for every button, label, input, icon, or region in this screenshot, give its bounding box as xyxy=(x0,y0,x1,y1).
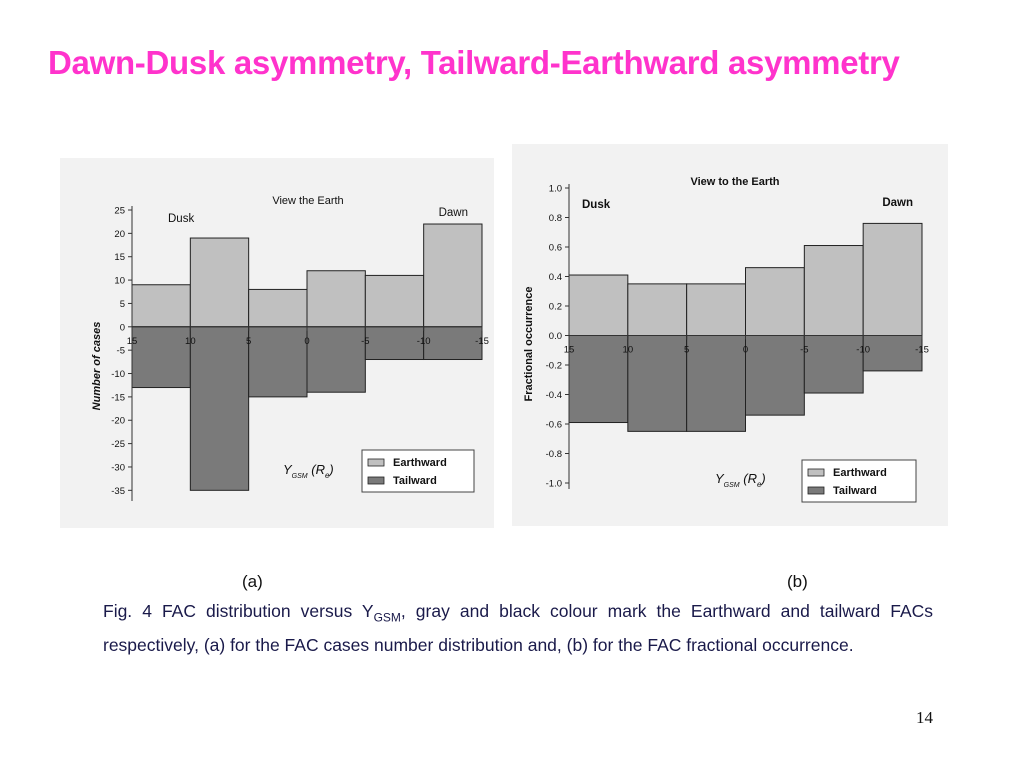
chart-a-bar-tailward xyxy=(131,326,191,389)
chart-b-bar-tailward xyxy=(627,335,688,432)
panel-a-label: (a) xyxy=(242,572,263,591)
chart-a-legend-label: Tailward xyxy=(393,475,437,487)
chart-a-legend-swatch xyxy=(367,458,385,467)
chart-a-y-tick-label: 15 xyxy=(114,252,125,263)
chart-b-bar-tailward xyxy=(568,335,629,424)
chart-a-bar-earthward xyxy=(131,284,191,328)
chart-b-y-tick-label: -1.0 xyxy=(546,479,562,490)
chart-b-y-tick-label: 0.6 xyxy=(549,243,562,254)
chart-b-bar-tailward xyxy=(686,335,747,432)
chart-b-title: View to the Earth xyxy=(690,176,779,188)
chart-b-legend-label: Earthward xyxy=(833,467,887,479)
chart-b-bar-tailward xyxy=(745,335,805,416)
chart-b-x-tick-label: 0 xyxy=(743,345,748,356)
chart-b-x-tick-label: 5 xyxy=(684,345,689,356)
chart-b-y-tick-label: 0.8 xyxy=(549,213,562,224)
chart-b-svg: 1.0 0.8 0.6 0.4 0.2 0.0 -0.2 -0.4 -0.6 -0.8 -1.0 15… xyxy=(523,176,929,503)
chart-b-x-tick-label: -15 xyxy=(915,345,929,356)
chart-a-bar-tailward xyxy=(306,326,366,393)
chart-b-y-tick-label: -0.2 xyxy=(546,361,562,372)
chart-b-y-tick-label: -0.4 xyxy=(546,390,562,401)
chart-b-x-axis-label: YGSM (Re) xyxy=(715,471,766,489)
chart-b-bar-earthward xyxy=(568,274,629,336)
chart-b-bar-earthward xyxy=(803,245,864,336)
chart-a-x-tick-label: 15 xyxy=(127,336,138,347)
chart-b-legend-swatch xyxy=(807,468,825,477)
chart-a-y-tick-label: 5 xyxy=(120,299,125,310)
chart-b-x-tick-label: -10 xyxy=(856,345,870,356)
chart-b-bar-tailward xyxy=(803,335,864,394)
chart-a-y-tick-label: -10 xyxy=(111,369,125,380)
chart-a-y-tick-label: -5 xyxy=(117,346,125,357)
chart-b-x-tick-label: 10 xyxy=(623,345,634,356)
chart-b-bar-tailward xyxy=(862,335,923,372)
chart-b-legend-box xyxy=(801,459,917,503)
chart-b-y-tick-label: 0.2 xyxy=(549,302,562,313)
chart-a-y-tick-label: -25 xyxy=(111,439,125,450)
chart-b-y-tick-label: 0.4 xyxy=(549,272,562,283)
chart-a-y-tick-label: 25 xyxy=(114,206,125,217)
chart-a-y-tick-label: -35 xyxy=(111,486,125,497)
chart-a-x-tick-label: -15 xyxy=(475,336,489,347)
chart-a-bar-earthward xyxy=(423,223,483,328)
chart-a-y-tick-label: 0 xyxy=(120,322,125,333)
chart-a-corner-dawn: Dawn xyxy=(439,207,468,219)
chart-b-bar-earthward xyxy=(686,283,747,336)
chart-a-y-tick-label: -30 xyxy=(111,462,125,473)
chart-b-y-tick-label: 1.0 xyxy=(549,184,562,195)
chart-a-legend: Earthward Tailward xyxy=(361,449,475,493)
chart-a-bar-earthward xyxy=(364,274,425,328)
chart-b-y-tick-label: -0.6 xyxy=(546,420,562,431)
chart-a-y-tick-label: 20 xyxy=(114,229,125,240)
chart-a-y-axis-label: Number of cases xyxy=(91,322,103,411)
chart-panel-b: 1.0 0.8 0.6 0.4 0.2 0.0 -0.2 -0.4 -0.6 -0.8 -1.0 15… xyxy=(512,144,948,526)
chart-a-y-tick-label: 10 xyxy=(114,276,125,287)
chart-b-y-tick-label: -0.8 xyxy=(546,449,562,460)
chart-a-y-tick-label: -15 xyxy=(111,392,125,403)
caption-subscript: GSM xyxy=(373,610,401,625)
chart-b-bar-earthward xyxy=(745,267,805,336)
chart-a-x-tick-label: -10 xyxy=(417,336,431,347)
chart-a-y-tick-label: -20 xyxy=(111,416,125,427)
chart-b-bar-earthward xyxy=(627,283,688,336)
chart-b-x-tick-label: 15 xyxy=(564,345,575,356)
figure-caption: Fig. 4 FAC distribution versus YGSM, gra… xyxy=(103,598,933,659)
chart-a-bar-tailward xyxy=(364,326,425,361)
chart-a-bar-earthward xyxy=(248,288,308,328)
chart-b-y-tick-label: 0.0 xyxy=(549,331,562,342)
chart-b-bar-earthward xyxy=(862,222,923,336)
page-number: 14 xyxy=(916,708,933,727)
caption-suffix: , gray and black colour mark the Earthwa… xyxy=(103,601,934,655)
chart-panel-a: 25 20 15 10 5 0 -5 -10 -15 -20 -25 -30 -35 15 10 5 0 -5 -1… xyxy=(60,158,494,528)
chart-a-x-axis-label: YGSM (Re) xyxy=(283,462,334,480)
chart-a-legend-box xyxy=(361,449,475,493)
chart-a-corner-dusk: Dusk xyxy=(168,213,194,225)
chart-a-x-tick-label: -5 xyxy=(361,336,369,347)
chart-a-bar-tailward xyxy=(189,326,250,491)
chart-b-corner-dusk: Dusk xyxy=(582,199,611,211)
chart-a-bar-tailward xyxy=(423,326,483,361)
chart-a-bar-earthward xyxy=(306,270,366,328)
chart-b-corner-dawn: Dawn xyxy=(882,197,913,209)
chart-a-x-tick-label: 0 xyxy=(304,336,309,347)
chart-a-bar-earthward xyxy=(189,237,250,328)
slide-title: Dawn-Dusk asymmetry, Tailward-Earthward … xyxy=(48,44,900,81)
chart-b-legend-label: Tailward xyxy=(833,485,877,497)
chart-a-x-tick-label: 10 xyxy=(185,336,196,347)
chart-b-y-axis-label: Fractional occurrence xyxy=(523,287,535,402)
chart-a-title: View the Earth xyxy=(272,195,343,207)
panel-b-label: (b) xyxy=(787,572,808,591)
chart-a-legend-label: Earthward xyxy=(393,457,447,469)
chart-a-legend-swatch xyxy=(367,476,385,485)
chart-a-bar-tailward xyxy=(248,326,308,398)
chart-a-svg: 25 20 15 10 5 0 -5 -10 -15 -20 -25 -30 -35 15 10 5 0 -5 -1… xyxy=(91,195,489,501)
caption-prefix: Fig. 4 FAC distribution versus Y xyxy=(103,601,374,621)
chart-b-legend: Earthward Tailward xyxy=(801,459,917,503)
chart-b-x-tick-label: -5 xyxy=(800,345,808,356)
chart-b-legend-swatch xyxy=(807,486,825,495)
chart-a-x-tick-label: 5 xyxy=(246,336,251,347)
